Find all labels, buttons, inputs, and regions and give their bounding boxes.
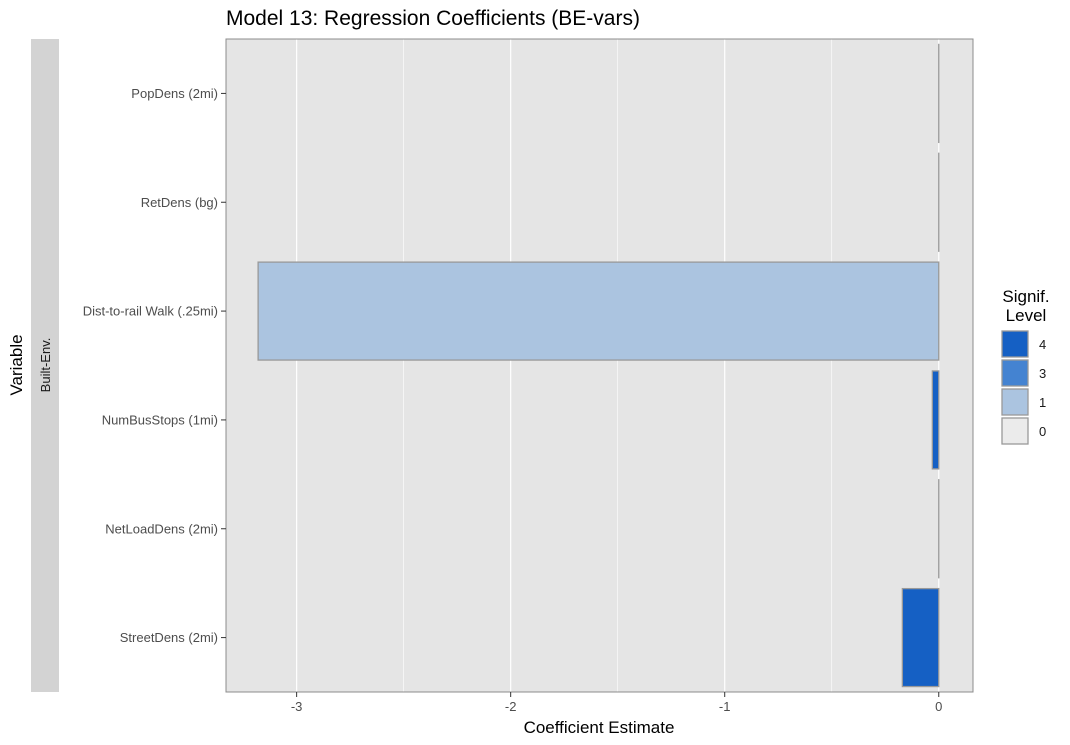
y-tick-label: NetLoadDens (2mi)	[105, 521, 218, 536]
y-tick-label: StreetDens (2mi)	[120, 630, 218, 645]
bars	[257, 43, 940, 688]
x-tick-label: -2	[505, 699, 517, 714]
legend-key	[1001, 359, 1029, 387]
panel-border	[225, 38, 974, 693]
legend-title-line1: Signif.	[1002, 287, 1049, 306]
legend-key	[1001, 417, 1029, 445]
y-tick-label: NumBusStops (1mi)	[102, 412, 218, 427]
legend-key	[1001, 330, 1029, 358]
facet-strip-label: Built-Env.	[38, 338, 53, 393]
legend-label: 1	[1039, 395, 1046, 410]
y-axis-title: Variable	[7, 334, 26, 395]
legend-label: 3	[1039, 366, 1046, 381]
y-axis: PopDens (2mi) RetDens (bg) Dist-to-rail Wa…	[83, 86, 226, 645]
y-tick-label: PopDens (2mi)	[131, 86, 218, 101]
gridlines	[296, 39, 940, 692]
x-axis-title: Coefficient Estimate	[524, 718, 675, 737]
legend-label: 0	[1039, 424, 1046, 439]
plot-panel	[226, 39, 973, 692]
x-axis: -3 -2 -1 0	[291, 692, 942, 714]
legend-title-line2: Level	[1006, 306, 1047, 325]
bar	[931, 370, 940, 470]
legend-label: 4	[1039, 337, 1046, 352]
legend-key	[1001, 388, 1029, 416]
y-tick-label: RetDens (bg)	[141, 195, 218, 210]
chart-title: Model 13: Regression Coefficients (BE-va…	[226, 7, 640, 30]
x-tick-label: -1	[719, 699, 731, 714]
x-tick-label: 0	[935, 699, 942, 714]
y-tick-label: Dist-to-rail Walk (.25mi)	[83, 304, 218, 319]
bar	[901, 587, 940, 688]
facet-strip	[31, 39, 59, 692]
x-tick-label: -3	[291, 699, 303, 714]
bar	[257, 261, 940, 361]
legend: Signif. Level 4 3 1 0	[1001, 287, 1050, 445]
